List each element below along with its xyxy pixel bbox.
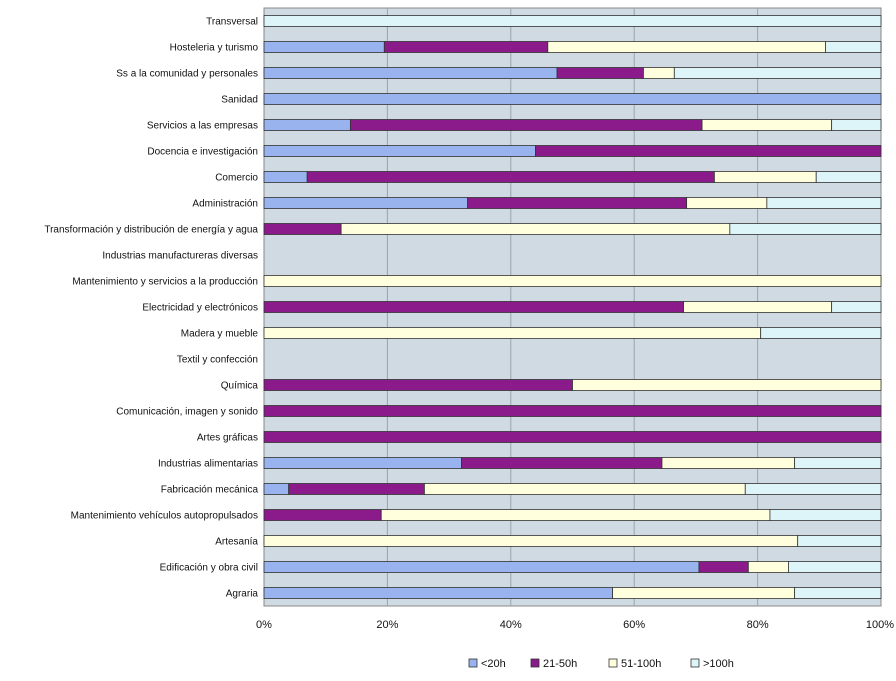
- category-label: Ss a la comunidad y personales: [116, 69, 258, 80]
- category-label: Comercio: [215, 173, 258, 184]
- bar-segment: [263, 41, 385, 53]
- bar-segment: [729, 223, 882, 235]
- bars: [263, 15, 882, 599]
- legend-swatch: [608, 658, 618, 668]
- bar-segment: [612, 587, 796, 599]
- category-label: Industrias alimentarias: [158, 459, 258, 470]
- bar-segment: [288, 483, 425, 495]
- bar-segment: [263, 145, 536, 157]
- bar-segment: [380, 509, 771, 521]
- x-tick-label: 60%: [623, 619, 645, 631]
- category-label: Servicios a las empresas: [147, 121, 258, 132]
- bar-segment: [263, 483, 290, 495]
- bar-segment: [815, 171, 882, 183]
- category-label: Comunicación, imagen y sonido: [116, 407, 258, 418]
- bar-segment: [306, 171, 715, 183]
- category-label: Madera y mueble: [181, 329, 259, 340]
- category-label: Mantenimiento y servicios a la producció…: [72, 277, 258, 288]
- bar-segment: [467, 197, 688, 209]
- legend-label: <20h: [481, 658, 506, 670]
- category-label: Electricidad y electrónicos: [142, 303, 258, 314]
- category-label: Fabricación mecánica: [161, 485, 259, 496]
- bar-segment: [714, 171, 817, 183]
- bar-segment: [263, 431, 882, 443]
- bar-segment: [383, 41, 549, 53]
- bar-segment: [263, 67, 558, 79]
- bar-segment: [263, 509, 382, 521]
- x-tick-label: 80%: [747, 619, 769, 631]
- legend-label: 51-100h: [621, 658, 661, 670]
- category-label: Artes gráficas: [197, 433, 258, 444]
- x-tick-label: 40%: [500, 619, 522, 631]
- bar-segment: [701, 119, 833, 131]
- legend-label: 21-50h: [543, 658, 577, 670]
- category-label: Agraria: [226, 589, 259, 600]
- legend-swatch: [468, 658, 478, 668]
- x-tick-label: 0%: [256, 619, 272, 631]
- bar-segment: [572, 379, 882, 391]
- bar-segment: [263, 197, 469, 209]
- bar-segment: [263, 171, 308, 183]
- bar-segment: [263, 405, 882, 417]
- x-axis-tick-labels: 0% 20% 40% 60% 80% 100%: [256, 619, 894, 631]
- bar-segment: [744, 483, 882, 495]
- bar-segment: [698, 561, 749, 573]
- category-label: Edificación y obra civil: [160, 563, 258, 574]
- bar-segment: [825, 41, 882, 53]
- legend-label: >100h: [703, 658, 734, 670]
- category-label: Mantenimiento vehículos autopropulsados: [71, 511, 258, 522]
- bar-segment: [340, 223, 731, 235]
- bar-segment: [831, 301, 882, 313]
- bar-segment: [766, 197, 882, 209]
- bar-segment: [769, 509, 882, 521]
- bar-segment: [263, 93, 882, 105]
- bar-segment: [263, 301, 684, 313]
- bar-segment: [263, 535, 799, 547]
- bar-segment: [263, 15, 882, 27]
- bar-segment: [797, 535, 882, 547]
- x-tick-label: 20%: [376, 619, 398, 631]
- legend-swatch: [690, 658, 700, 668]
- bar-segment: [263, 119, 351, 131]
- category-label: Docencia e investigación: [147, 147, 258, 158]
- bar-segment: [794, 457, 882, 469]
- bar-segment: [556, 67, 644, 79]
- bar-segment: [424, 483, 746, 495]
- category-label: Sanidad: [221, 95, 258, 106]
- bar-segment: [263, 587, 614, 599]
- bar-segment: [263, 275, 882, 287]
- bar-segment: [263, 223, 342, 235]
- bar-segment: [643, 67, 675, 79]
- bar-segment: [831, 119, 882, 131]
- category-label: Administración: [192, 199, 258, 210]
- bar-segment: [760, 327, 882, 339]
- x-tick-label: 100%: [866, 619, 894, 631]
- bar-segment: [535, 145, 882, 157]
- bar-segment: [263, 327, 762, 339]
- bar-segment: [263, 379, 573, 391]
- legend-swatch: [530, 658, 540, 668]
- bar-segment: [461, 457, 663, 469]
- bar-segment: [263, 457, 462, 469]
- bar-segment: [547, 41, 826, 53]
- category-label: Transversal: [206, 17, 258, 28]
- legend: <20h 21-50h 51-100h >100h: [468, 658, 734, 670]
- bar-segment: [349, 119, 703, 131]
- bar-segment: [673, 67, 882, 79]
- category-label: Transformación y distribución de energía…: [44, 225, 258, 236]
- bar-segment: [686, 197, 768, 209]
- bar-segment: [661, 457, 796, 469]
- category-label: Química: [221, 381, 259, 392]
- bar-segment: [747, 561, 789, 573]
- bar-segment: [794, 587, 882, 599]
- category-label: Artesanía: [215, 537, 258, 548]
- category-label: Hosteleria y turismo: [170, 43, 259, 54]
- category-label: Textil y confección: [177, 355, 258, 366]
- category-label: Industrias manufactureras diversas: [102, 251, 258, 262]
- bar-segment: [263, 561, 700, 573]
- bar-segment: [683, 301, 833, 313]
- category-labels: Transversal Hosteleria y turismo Ss a la c…: [44, 17, 258, 600]
- bar-segment: [788, 561, 882, 573]
